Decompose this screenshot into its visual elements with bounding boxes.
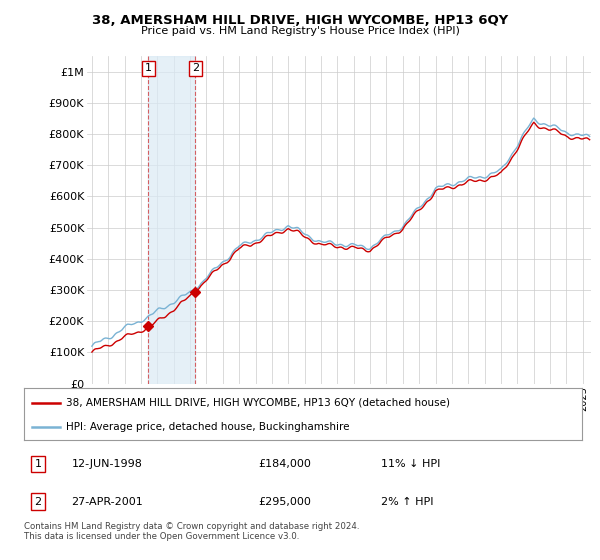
Text: 27-APR-2001: 27-APR-2001 bbox=[71, 497, 143, 507]
Text: 11% ↓ HPI: 11% ↓ HPI bbox=[381, 459, 440, 469]
Text: 2% ↑ HPI: 2% ↑ HPI bbox=[381, 497, 434, 507]
Text: 1: 1 bbox=[34, 459, 41, 469]
Text: £295,000: £295,000 bbox=[259, 497, 311, 507]
Text: 38, AMERSHAM HILL DRIVE, HIGH WYCOMBE, HP13 6QY: 38, AMERSHAM HILL DRIVE, HIGH WYCOMBE, H… bbox=[92, 14, 508, 27]
Text: 38, AMERSHAM HILL DRIVE, HIGH WYCOMBE, HP13 6QY (detached house): 38, AMERSHAM HILL DRIVE, HIGH WYCOMBE, H… bbox=[66, 398, 450, 408]
Text: 1: 1 bbox=[145, 63, 152, 73]
Text: HPI: Average price, detached house, Buckinghamshire: HPI: Average price, detached house, Buck… bbox=[66, 422, 349, 432]
Text: 2: 2 bbox=[192, 63, 199, 73]
Text: 12-JUN-1998: 12-JUN-1998 bbox=[71, 459, 142, 469]
Text: 2: 2 bbox=[34, 497, 41, 507]
Text: £184,000: £184,000 bbox=[259, 459, 311, 469]
Text: Contains HM Land Registry data © Crown copyright and database right 2024.
This d: Contains HM Land Registry data © Crown c… bbox=[24, 522, 359, 542]
Text: Price paid vs. HM Land Registry's House Price Index (HPI): Price paid vs. HM Land Registry's House … bbox=[140, 26, 460, 36]
Bar bbox=[148, 56, 196, 384]
